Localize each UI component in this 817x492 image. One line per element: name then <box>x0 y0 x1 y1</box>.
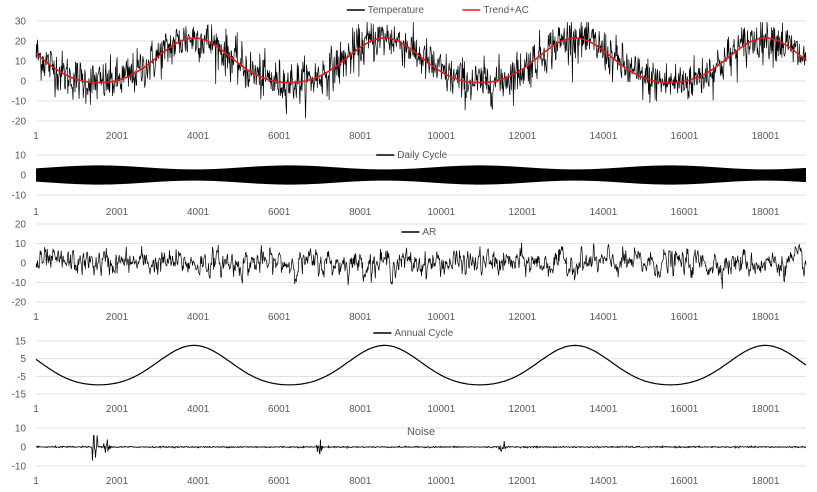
series-temperature <box>35 21 807 119</box>
y-tick-label: -20 <box>12 298 27 309</box>
series-daily-cycle <box>36 165 806 185</box>
y-tick-label: 20 <box>15 220 27 231</box>
x-tick-label: 14001 <box>589 131 617 142</box>
legend-label: Annual Cycle <box>394 328 453 339</box>
x-tick-label: 16001 <box>671 476 699 487</box>
chart-panel-4: 155-5-151 2001 4001 6001 8001 10001 12001 14001… <box>12 328 807 415</box>
x-tick-label: 14001 <box>589 312 617 323</box>
chart-panel-2: 100-101 2001 4001 6001 8001 10001 12001 14001 16… <box>12 150 806 218</box>
x-tick-label: 12001 <box>508 476 536 487</box>
x-tick-label: 2001 <box>106 131 129 142</box>
x-tick-label: 18001 <box>752 476 780 487</box>
x-tick-label: 1 <box>33 476 39 487</box>
x-tick-label: 18001 <box>752 131 780 142</box>
x-tick-label: 8001 <box>349 207 372 218</box>
series-annual-cycle <box>35 344 807 386</box>
y-tick-label: 10 <box>15 57 27 68</box>
x-tick-label: 4001 <box>187 131 210 142</box>
y-tick-label: 5 <box>20 354 26 365</box>
x-tick-label: 6001 <box>268 207 291 218</box>
x-tick-label: 12001 <box>508 207 536 218</box>
y-tick-label: -10 <box>12 97 27 108</box>
x-tick-label: 10001 <box>427 476 455 487</box>
y-tick-label: 10 <box>15 239 27 250</box>
legend-label: Daily Cycle <box>397 150 447 161</box>
x-tick-label: 6001 <box>268 476 291 487</box>
chart-title: Noise <box>407 426 435 438</box>
series-ar <box>35 242 807 289</box>
x-tick-label: 10001 <box>427 312 455 323</box>
y-tick-label: 0 <box>20 77 26 88</box>
x-tick-label: 14001 <box>589 404 617 415</box>
x-tick-label: 6001 <box>268 404 291 415</box>
x-tick-label: 10001 <box>427 207 455 218</box>
x-tick-label: 10001 <box>427 404 455 415</box>
x-tick-label: 8001 <box>349 476 372 487</box>
legend-label: Temperature <box>368 5 425 16</box>
x-tick-label: 2001 <box>106 207 129 218</box>
x-tick-label: 4001 <box>187 312 210 323</box>
y-tick-label: -10 <box>12 278 27 289</box>
x-tick-label: 8001 <box>349 312 372 323</box>
x-tick-label: 8001 <box>349 131 372 142</box>
x-tick-label: 16001 <box>671 207 699 218</box>
y-tick-label: 0 <box>20 443 26 454</box>
y-tick-label: -10 <box>12 462 27 473</box>
x-tick-label: 18001 <box>752 207 780 218</box>
legend-label: Trend+AC <box>483 5 528 16</box>
y-tick-label: 10 <box>15 424 27 435</box>
x-tick-label: 14001 <box>589 476 617 487</box>
y-tick-label: 20 <box>15 37 27 48</box>
x-tick-label: 8001 <box>349 404 372 415</box>
y-tick-label: 15 <box>15 337 27 348</box>
x-tick-label: 4001 <box>187 404 210 415</box>
x-tick-label: 6001 <box>268 131 291 142</box>
x-tick-label: 2001 <box>106 476 129 487</box>
x-tick-label: 14001 <box>589 207 617 218</box>
x-tick-label: 18001 <box>752 404 780 415</box>
x-tick-label: 16001 <box>671 404 699 415</box>
series-noise <box>35 435 807 461</box>
y-tick-label: 10 <box>15 151 27 162</box>
x-tick-label: 1 <box>33 312 39 323</box>
x-tick-label: 2001 <box>106 404 129 415</box>
x-tick-label: 16001 <box>671 131 699 142</box>
x-tick-label: 16001 <box>671 312 699 323</box>
y-tick-label: -10 <box>12 191 27 202</box>
series-trend-ac <box>35 37 807 84</box>
y-tick-label: 30 <box>15 17 27 28</box>
legend-label: AR <box>422 227 436 238</box>
x-tick-label: 10001 <box>427 131 455 142</box>
x-tick-label: 4001 <box>187 207 210 218</box>
y-tick-label: -15 <box>12 390 27 401</box>
x-tick-label: 12001 <box>508 131 536 142</box>
x-tick-label: 1 <box>33 131 39 142</box>
x-tick-label: 4001 <box>187 476 210 487</box>
x-tick-label: 1 <box>33 404 39 415</box>
x-tick-label: 2001 <box>106 312 129 323</box>
y-tick-label: -5 <box>17 372 26 383</box>
x-tick-label: 1 <box>33 207 39 218</box>
chart-panel-5: 100-101 2001 4001 6001 8001 10001 12001 14001 16… <box>12 424 807 487</box>
y-tick-label: 0 <box>20 259 26 270</box>
x-tick-label: 6001 <box>268 312 291 323</box>
y-tick-label: 0 <box>20 171 26 182</box>
y-tick-label: -20 <box>12 117 27 128</box>
x-tick-label: 18001 <box>752 312 780 323</box>
x-tick-label: 12001 <box>508 404 536 415</box>
x-tick-label: 12001 <box>508 312 536 323</box>
